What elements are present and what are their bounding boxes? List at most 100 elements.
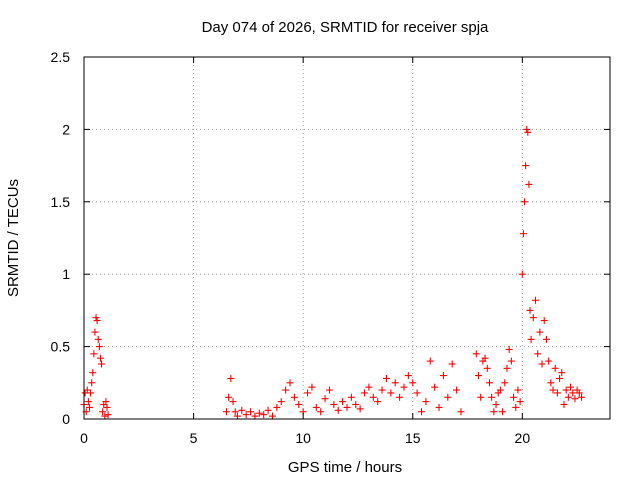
data-point: [83, 386, 91, 394]
x-tick-label: 20: [515, 430, 531, 446]
data-point: [387, 389, 395, 397]
data-point: [569, 389, 577, 397]
data-point: [273, 403, 281, 411]
data-point: [560, 401, 568, 409]
y-axis-label: SRMTID / TECUs: [5, 179, 22, 297]
data-point: [575, 389, 583, 397]
data-point: [536, 328, 544, 336]
data-point: [578, 393, 586, 401]
data-point: [523, 125, 531, 133]
data-point: [549, 386, 557, 394]
data-point: [242, 411, 250, 419]
data-point: [492, 401, 500, 409]
data-point: [378, 386, 386, 394]
data-point: [356, 405, 364, 413]
data-point: [453, 386, 461, 394]
data-point: [564, 393, 572, 401]
x-tick-label: 0: [80, 430, 88, 446]
data-point: [365, 383, 373, 391]
data-point: [255, 409, 263, 417]
y-tick-label: 0.5: [51, 339, 71, 355]
data-point: [95, 343, 103, 351]
data-point: [98, 360, 106, 368]
data-point: [286, 379, 294, 387]
data-point: [90, 350, 98, 358]
data-point: [475, 372, 482, 380]
data-point: [431, 383, 439, 391]
data-point: [512, 403, 520, 411]
data-point: [558, 369, 566, 377]
data-point: [101, 412, 109, 420]
data-point: [404, 372, 412, 380]
data-point: [488, 393, 496, 401]
data-point: [444, 393, 452, 401]
data-point: [521, 198, 529, 206]
data-point: [347, 393, 355, 401]
data-point: [102, 398, 110, 406]
data-point: [382, 374, 390, 382]
data-point: [231, 408, 239, 416]
data-point: [374, 398, 382, 406]
data-point: [317, 408, 325, 416]
x-tick-label: 10: [295, 430, 311, 446]
data-point: [525, 180, 533, 188]
data-point: [96, 354, 104, 362]
data-point: [540, 317, 548, 325]
data-point: [472, 350, 480, 358]
chart-title: Day 074 of 2026, SRMTID for receiver spj…: [202, 19, 489, 36]
data-point: [483, 364, 491, 372]
data-point: [92, 314, 100, 322]
data-point: [277, 398, 285, 406]
data-point: [352, 401, 360, 409]
data-point: [526, 306, 534, 314]
data-point: [538, 360, 546, 368]
data-point: [553, 389, 561, 397]
data-point: [238, 406, 246, 414]
data-point: [264, 406, 272, 414]
y-tick-label: 1: [62, 266, 70, 282]
data-point: [312, 403, 320, 411]
data-point: [448, 360, 456, 368]
data-point: [499, 408, 507, 416]
data-point: [485, 379, 493, 387]
data-point: [93, 317, 101, 325]
data-point: [542, 335, 550, 343]
data-point: [496, 386, 504, 394]
data-point: [507, 357, 515, 365]
data-point: [308, 383, 316, 391]
data-point: [87, 389, 95, 397]
data-point: [94, 335, 102, 343]
data-point: [439, 372, 447, 380]
data-point: [103, 403, 111, 411]
data-point: [339, 398, 347, 406]
x-tick-label: 15: [405, 430, 421, 446]
data-point: [545, 357, 553, 365]
data-point: [343, 403, 351, 411]
data-point: [304, 389, 312, 397]
data-point: [361, 389, 369, 397]
data-point: [233, 412, 241, 420]
x-axis-ticks: 0 5 10 15 20: [80, 57, 530, 446]
data-point: [282, 386, 290, 394]
data-point: [435, 403, 443, 411]
data-point: [516, 398, 524, 406]
data-point: [422, 398, 430, 406]
data-point: [295, 401, 303, 409]
y-tick-label: 0: [62, 411, 70, 427]
data-point: [501, 379, 509, 387]
data-point: [391, 379, 399, 387]
data-point: [225, 393, 233, 401]
data-point: [247, 408, 255, 416]
data-point: [369, 393, 377, 401]
data-point: [505, 345, 513, 353]
data-point: [418, 408, 426, 416]
grid: [84, 57, 610, 419]
data-point: [84, 398, 92, 406]
data-point: [534, 350, 542, 358]
data-point: [562, 386, 570, 394]
data-point: [104, 411, 112, 419]
data-point: [531, 296, 539, 304]
data-point: [229, 398, 237, 406]
data-point: [85, 403, 93, 411]
data-point: [529, 314, 537, 322]
